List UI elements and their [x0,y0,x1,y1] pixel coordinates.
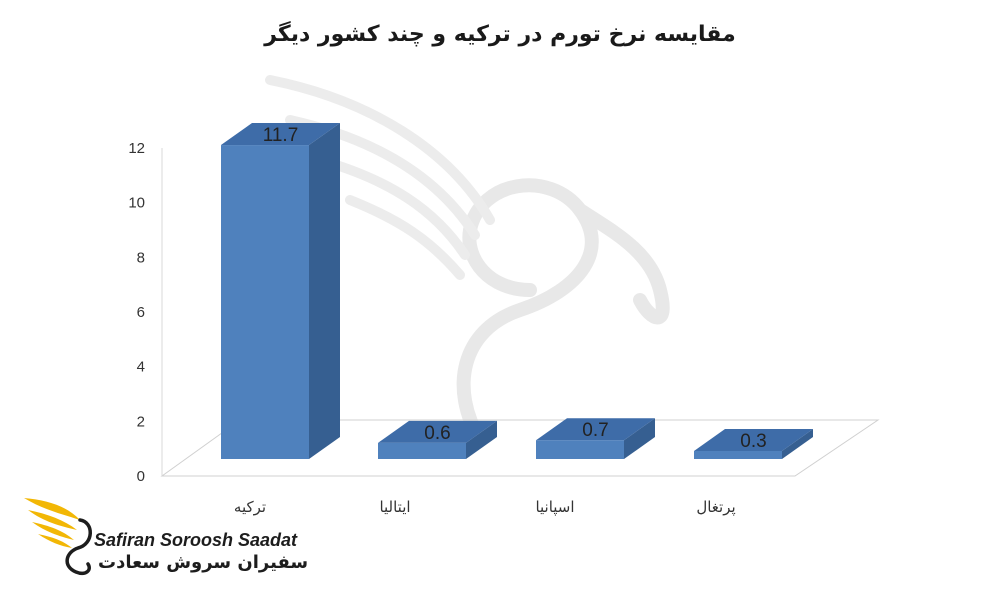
data-label: 0.3 [740,431,766,452]
bar-side [624,418,655,459]
bar-top [378,420,497,443]
bar-side [782,428,813,459]
category-label: پرتغال [696,498,735,517]
bar-front [694,450,782,459]
bar-top [694,428,813,451]
y-tick-label: 4 [137,359,145,376]
chart-title: مقایسه نرخ تورم در ترکیه و چند کشور دیگر [264,22,736,47]
bar-top [536,418,655,441]
logo-persian-text: سفیران سروش سعادت [98,552,309,573]
data-label: 0.6 [424,423,450,444]
bar-front [536,440,624,459]
y-tick-label: 0 [137,468,145,485]
category-label: ایتالیا [379,498,410,516]
y-tick-label: 10 [128,195,145,212]
y-tick-label: 12 [128,140,145,157]
data-label: 11.7 [263,125,299,146]
category-label: ترکیه [234,498,266,516]
data-label: 0.7 [582,420,608,441]
bar-top [221,123,340,146]
y-tick-label: 8 [137,249,145,266]
bar [694,428,813,459]
bar-side [466,420,497,459]
bar-front [378,442,466,459]
y-tick-label: 2 [137,413,145,430]
golden-wing-swan-icon [24,498,92,576]
category-label: اسپانیا [535,498,574,517]
company-logo: Safiran Soroosh Saadat سفیران سروش سعادت [22,492,312,582]
bar [378,420,497,459]
logo-latin-text: Safiran Soroosh Saadat [94,530,298,550]
bar-front [221,145,309,460]
chart-floor [160,419,880,477]
bar-side [309,123,340,460]
y-tick-label: 6 [137,304,145,321]
bar [536,418,655,459]
bar [221,123,340,460]
